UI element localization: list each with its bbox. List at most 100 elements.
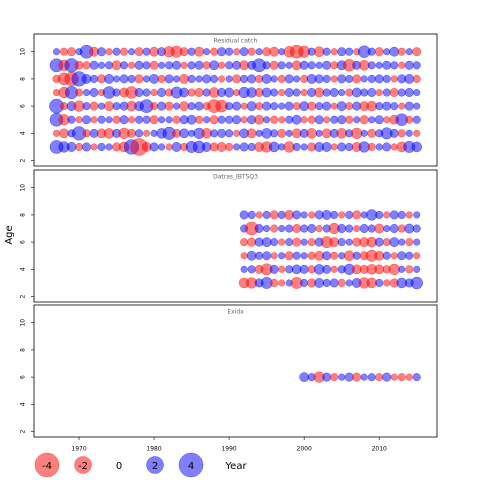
bubble (375, 143, 383, 151)
bubble (322, 372, 332, 382)
bubble (89, 60, 99, 70)
bubble (404, 101, 414, 111)
bubble (278, 224, 286, 233)
bubble (278, 252, 286, 260)
bubble (388, 263, 400, 275)
bubble (322, 88, 331, 97)
y-tick-label: 10 (20, 184, 27, 192)
bubble (210, 129, 219, 138)
bubble (345, 279, 353, 287)
bubble (127, 128, 137, 138)
bubble (405, 373, 413, 381)
bubble (120, 61, 129, 70)
y-tick-label: 6 (20, 375, 27, 379)
bubble (232, 101, 242, 111)
bubble (293, 75, 301, 83)
bubble (164, 101, 174, 111)
bubble (254, 114, 265, 125)
bubble (240, 102, 248, 110)
bubble (284, 74, 294, 84)
bubble (353, 224, 361, 233)
bubble (404, 74, 415, 84)
bubble (120, 47, 129, 56)
bubble (135, 115, 144, 124)
x-tick-label: 2010 (372, 446, 387, 453)
bubble (232, 115, 242, 125)
bubble (345, 224, 354, 233)
bubble (314, 74, 324, 84)
bubble (352, 210, 362, 220)
panel-frame (33, 304, 438, 438)
bubble (278, 238, 286, 246)
bubble (240, 252, 248, 260)
bubble (292, 224, 302, 234)
bubble (270, 278, 279, 287)
bubble (66, 142, 77, 152)
bubble (368, 116, 376, 124)
bubble (261, 74, 272, 84)
bubble (300, 88, 308, 97)
bubble (195, 115, 204, 124)
bubble (338, 88, 346, 97)
bubble (74, 88, 84, 97)
bubble (187, 74, 196, 83)
panel-title: Datras_IBTSQ3 (213, 174, 258, 181)
bubble (52, 48, 61, 56)
bubble (90, 143, 98, 151)
bubble (345, 74, 354, 83)
bubble (89, 101, 99, 111)
bubble (262, 101, 272, 111)
bubble (210, 47, 219, 56)
bubble (247, 47, 256, 56)
bubble (322, 101, 332, 111)
bubble (337, 224, 347, 234)
bubble (203, 48, 211, 56)
legend-bubble (34, 452, 60, 478)
bubble (322, 60, 332, 70)
bubble (203, 116, 211, 124)
bubble (149, 115, 159, 125)
legend-label: 2 (152, 461, 158, 472)
bubble (352, 372, 362, 382)
bubble (338, 373, 346, 381)
bubble (150, 102, 159, 111)
bubble (398, 61, 406, 69)
bubble (314, 115, 324, 125)
bubble (330, 75, 338, 83)
bubble (359, 115, 369, 125)
bubble (337, 238, 346, 247)
bubble (389, 210, 399, 220)
bubble (209, 115, 219, 125)
bubble (179, 74, 189, 84)
legend-bubble (146, 456, 164, 474)
bubble (389, 88, 399, 98)
bubble (375, 61, 383, 69)
bubble (374, 47, 384, 57)
bubble (89, 74, 99, 83)
legend-label: -4 (42, 461, 52, 472)
bubble (397, 251, 407, 261)
bubble (314, 87, 325, 98)
bubble (352, 251, 361, 260)
bubble (412, 61, 421, 70)
bubble (67, 47, 77, 57)
bubble (239, 210, 249, 220)
bubble (344, 372, 354, 382)
bubble (225, 142, 234, 151)
bubble (397, 88, 406, 97)
bubble (405, 265, 414, 274)
bubble (217, 47, 227, 57)
bubble (165, 116, 173, 124)
bubble (112, 102, 121, 111)
bubble (225, 129, 234, 138)
bubble (217, 115, 226, 124)
y-axis-label: Age (4, 225, 15, 244)
panel-frame (33, 169, 438, 303)
y-tick-label: 8 (20, 213, 27, 217)
bubble (134, 88, 144, 98)
bubble (269, 264, 279, 274)
bubble (367, 47, 376, 56)
bubble (82, 115, 92, 125)
bubble (345, 210, 354, 219)
